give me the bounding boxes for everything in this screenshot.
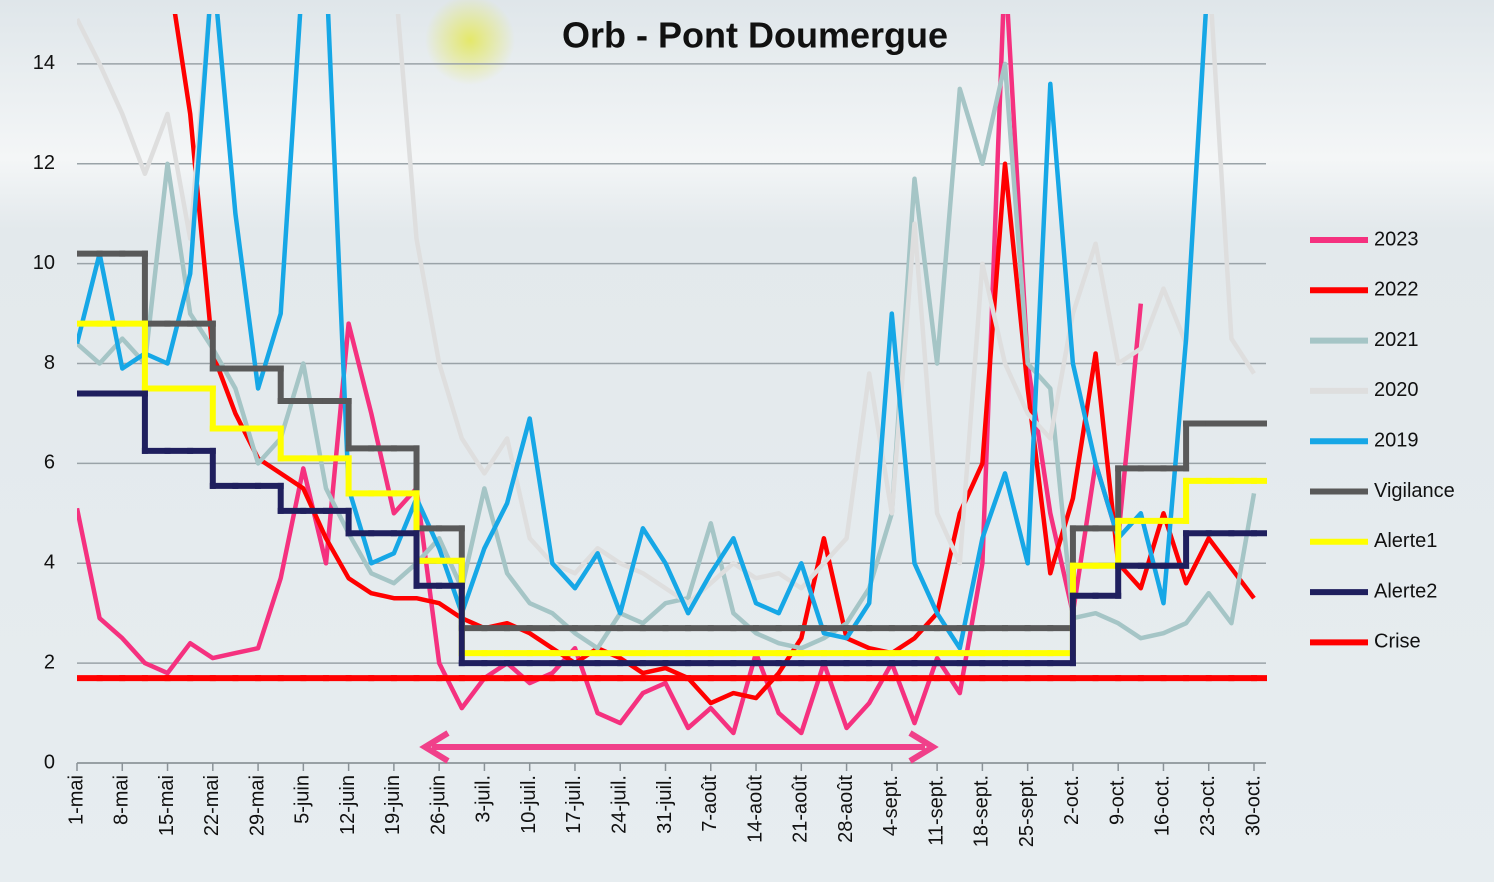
y-tick-label: 12 xyxy=(33,152,55,174)
legend-label: 2021 xyxy=(1374,329,1419,351)
legend: 2023 2022 2021 2020 2019 Vigilance Alerte1 Aler… xyxy=(1310,228,1455,653)
x-tick-label: 16-oct. xyxy=(1152,775,1174,836)
legend-label: 2022 xyxy=(1374,279,1419,301)
legend-label: Crise xyxy=(1374,631,1421,653)
legend-label: 2019 xyxy=(1374,429,1419,451)
x-tick-label: 1-mai xyxy=(65,775,87,825)
legend-label: 2023 xyxy=(1374,228,1419,250)
y-tick-label: 10 xyxy=(33,252,55,274)
x-tick-label: 14-août xyxy=(744,775,766,843)
legend-label: 2020 xyxy=(1374,379,1419,401)
y-tick-label: 4 xyxy=(44,552,55,574)
x-tick-label: 21-août xyxy=(790,775,812,843)
threshold-line xyxy=(77,390,1267,667)
series-line xyxy=(77,14,1208,651)
series-line xyxy=(77,14,1256,606)
x-tick-label: 25-sept. xyxy=(1016,775,1038,847)
x-tick-label: 11-sept. xyxy=(925,775,947,846)
x-tick-label: 12-juin xyxy=(337,775,359,835)
x-tick-label: 29-mai xyxy=(246,775,268,836)
series-line xyxy=(77,14,1144,736)
plot-area xyxy=(77,14,1267,736)
x-tick-label: 7-août xyxy=(699,775,721,832)
x-tick-label: 17-juil. xyxy=(563,775,585,834)
y-tick-label: 6 xyxy=(44,452,55,474)
x-tick-label: 24-juil. xyxy=(609,775,631,834)
x-tick-label: 3-juil. xyxy=(473,775,495,823)
legend-label: Alerte2 xyxy=(1374,580,1437,602)
arrow-head xyxy=(419,730,450,764)
threshold-line xyxy=(77,320,1267,657)
y-tick-label: 8 xyxy=(44,352,55,374)
x-tick-label: 10-juil. xyxy=(518,775,540,834)
x-tick-label: 31-juil. xyxy=(654,775,676,834)
x-tick-label: 4-sept. xyxy=(880,775,902,836)
x-tick-label: 2-oct. xyxy=(1061,775,1083,825)
y-tick-label: 2 xyxy=(44,651,55,673)
x-tick-label: 15-mai xyxy=(156,775,178,836)
legend-label: Alerte1 xyxy=(1374,530,1437,552)
x-tick-label: 28-août xyxy=(835,775,857,843)
legend-label: Vigilance xyxy=(1374,480,1455,502)
x-tick-label: 30-oct. xyxy=(1242,775,1264,836)
series-line xyxy=(77,61,1257,651)
axes: 0 2 4 6 8 10 12 14 1-mai 8-mai 15-mai 22-mai 29-mai 5… xyxy=(33,52,1266,847)
x-tick-label: 8-mai xyxy=(111,775,133,825)
chart-title: Orb - Pont Doumergue xyxy=(562,15,948,56)
x-tick-label: 22-mai xyxy=(201,775,223,836)
x-tick-label: 18-sept. xyxy=(971,775,993,847)
threshold-line xyxy=(77,250,1267,632)
x-tick-label: 5-juin xyxy=(292,775,314,824)
x-tick-label: 19-juin xyxy=(382,775,404,835)
x-tick-label: 9-oct. xyxy=(1106,775,1128,825)
y-tick-label: 0 xyxy=(44,751,55,773)
x-tick-label: 26-juin xyxy=(427,775,449,835)
period-arrow xyxy=(419,730,939,764)
series-line xyxy=(172,14,1256,706)
x-tick-label: 23-oct. xyxy=(1197,775,1219,836)
arrow-head xyxy=(908,730,939,764)
y-tick-label: 14 xyxy=(33,52,55,74)
